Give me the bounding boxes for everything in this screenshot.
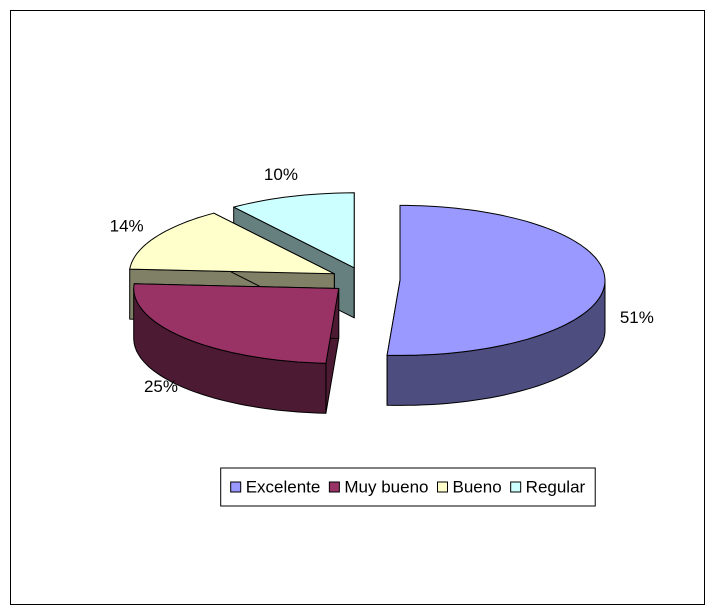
slice-top bbox=[129, 212, 335, 275]
slice-top bbox=[133, 283, 340, 364]
legend-box bbox=[220, 467, 596, 507]
data-label: 14% bbox=[110, 217, 144, 236]
legend-swatch bbox=[436, 481, 448, 493]
legend-label: Bueno bbox=[452, 477, 501, 496]
data-label: 10% bbox=[264, 165, 298, 184]
legend-swatch bbox=[510, 481, 522, 493]
legend: Excelente Muy bueno Bueno Regular bbox=[220, 467, 596, 507]
legend-swatch bbox=[230, 481, 242, 493]
legend-label: Excelente bbox=[246, 477, 321, 496]
slice bbox=[133, 283, 340, 414]
slice bbox=[386, 204, 606, 406]
legend-swatch bbox=[328, 481, 340, 493]
legend-label: Regular bbox=[526, 477, 586, 496]
slice-top bbox=[386, 204, 606, 356]
data-label: 51% bbox=[620, 308, 654, 327]
data-label: 25% bbox=[144, 377, 178, 396]
legend-label: Muy bueno bbox=[344, 477, 428, 496]
slice-top bbox=[233, 192, 355, 269]
